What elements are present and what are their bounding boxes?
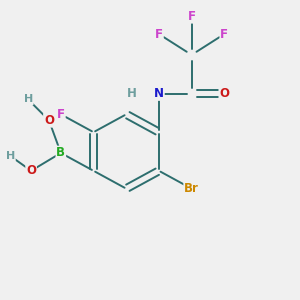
- Text: H: H: [127, 87, 137, 100]
- Text: B: B: [56, 146, 65, 160]
- Text: F: F: [155, 28, 163, 40]
- Text: N: N: [154, 87, 164, 100]
- Text: F: F: [57, 108, 65, 121]
- Text: F: F: [220, 28, 228, 40]
- Text: Br: Br: [184, 182, 199, 195]
- Text: F: F: [188, 10, 196, 23]
- Text: O: O: [44, 114, 54, 127]
- Text: O: O: [26, 164, 36, 177]
- Text: O: O: [219, 87, 229, 100]
- Text: H: H: [6, 151, 15, 161]
- Text: H: H: [23, 94, 33, 104]
